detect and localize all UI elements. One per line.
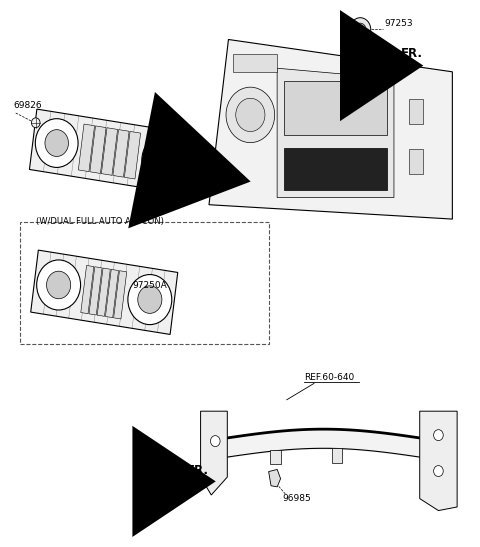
Circle shape [128, 275, 172, 324]
Circle shape [350, 18, 371, 42]
Polygon shape [209, 39, 452, 219]
Bar [408, 99, 423, 124]
Polygon shape [97, 268, 110, 316]
Circle shape [433, 429, 443, 441]
Circle shape [138, 286, 162, 313]
Bar [284, 81, 387, 136]
Circle shape [36, 119, 78, 167]
Polygon shape [114, 271, 127, 319]
Polygon shape [277, 68, 394, 197]
Circle shape [36, 260, 81, 310]
Polygon shape [106, 269, 119, 318]
Circle shape [226, 87, 275, 143]
Polygon shape [201, 411, 228, 495]
Text: REF.60-640: REF.60-640 [304, 374, 355, 382]
Circle shape [32, 118, 40, 127]
Polygon shape [113, 130, 129, 177]
Text: 96985: 96985 [282, 494, 311, 503]
Text: 97250A: 97250A [132, 281, 168, 290]
Bar [233, 54, 277, 72]
Text: FR.: FR. [187, 464, 208, 477]
Polygon shape [420, 411, 457, 510]
Circle shape [47, 271, 71, 299]
Circle shape [142, 136, 185, 184]
Circle shape [152, 147, 175, 173]
Polygon shape [270, 450, 281, 464]
Polygon shape [31, 250, 178, 334]
Circle shape [45, 130, 69, 156]
Polygon shape [269, 469, 281, 487]
Polygon shape [90, 126, 106, 173]
Text: 97250A: 97250A [147, 130, 182, 138]
Polygon shape [101, 128, 118, 175]
Circle shape [355, 23, 366, 36]
Text: (W/DUAL FULL AUTO AIR CON): (W/DUAL FULL AUTO AIR CON) [36, 217, 164, 226]
Polygon shape [29, 109, 191, 194]
Bar [284, 148, 387, 190]
Bar [408, 149, 423, 174]
Circle shape [210, 435, 220, 446]
Text: 97253: 97253 [384, 19, 413, 27]
Polygon shape [332, 449, 342, 463]
Polygon shape [78, 124, 95, 172]
Text: FR.: FR. [401, 47, 423, 60]
Circle shape [433, 465, 443, 476]
Circle shape [236, 98, 265, 132]
Polygon shape [124, 131, 141, 179]
Polygon shape [81, 265, 94, 313]
Bar [21, 222, 269, 344]
Text: 69826: 69826 [13, 101, 42, 110]
Polygon shape [89, 267, 102, 315]
